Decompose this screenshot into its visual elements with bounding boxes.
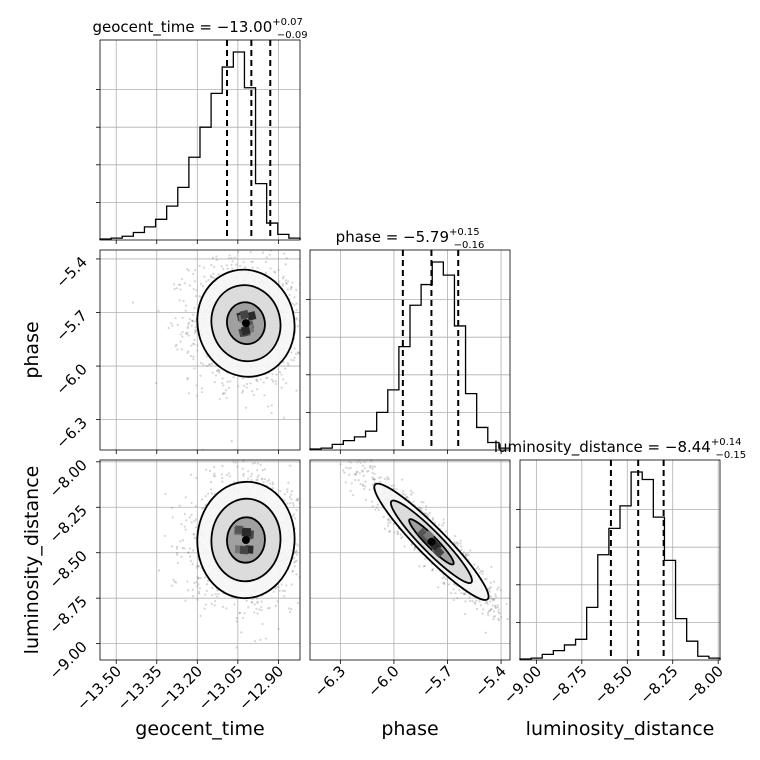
title-prefix: geocent_time = [92,18,216,37]
density-contours-geocent_time-luminosity_distance [196,480,296,600]
y-tick-label: −5.7 [52,307,90,345]
x-tick-label: −12.90 [235,662,287,714]
density-contours-phase-luminosity_distance [373,482,490,601]
y-axis-label-luminosity_distance: luminosity_distance [21,466,43,655]
x-tick-label: −8.50 [591,662,636,707]
y-tick-labels-luminosity_distance: −9.00−8.75−8.50−8.25−8.00 [46,456,91,683]
x-tick-label: −5.7 [418,662,456,700]
x-tick-label: −8.75 [545,662,590,707]
grid-hist-phase [310,250,510,450]
y-axis-label-phase: phase [21,321,43,378]
hist-step-luminosity_distance [519,471,721,660]
title-minus: −0.16 [454,240,485,251]
title-prefix: phase = [336,228,403,246]
y-tick-label: −6.0 [52,360,90,398]
hist-frame-phase [309,249,511,451]
title-minus: −0.15 [716,450,747,461]
y-tick-label: −8.50 [46,547,91,592]
x-tick-labels-luminosity_distance: −9.00 −8.75 −8.50 −8.25 −8.00 [500,662,727,707]
panel-geocent_time-vs-phase [96,249,301,454]
x-tick-label: −6.3 [311,662,349,700]
hist-frame-geocent_time [99,39,301,241]
x-tick-labels-phase: −6.3 −6.0 −5.7 −5.4 [311,662,510,700]
hist-panel-geocent_time: geocent_time = −13.00+0.07 −0.09 [92,17,308,244]
hist-step-phase [309,261,511,450]
title-plus: +0.15 [449,227,480,238]
title-median: −8.44 [665,438,711,456]
y-tick-label: −5.4 [52,253,90,291]
x-axis-label-phase: phase [381,718,438,740]
title-median: −5.79 [403,228,449,246]
y-tick-label: −9.00 [46,638,91,683]
hist-frame-luminosity_distance [519,459,721,661]
hist-title-geocent_time: geocent_time = −13.00+0.07 −0.09 [92,17,307,41]
y-tick-label: −8.25 [46,501,91,546]
x-tick-label: −8.25 [636,662,681,707]
x-tick-label: −8.00 [682,662,727,707]
title-median: −13.00 [217,18,273,36]
y-tick-label: −8.00 [46,456,91,501]
density-peak [241,536,250,544]
x-tick-label: −9.00 [500,662,545,707]
grid-hist-luminosity_distance [520,460,720,660]
x-tick-labels-geocent_time: −13.50−13.35−13.20−13.05−12.90 [73,662,287,714]
density-contours-geocent_time-phase [196,268,296,378]
x-axis-label-geocent_time: geocent_time [135,718,264,740]
hist-panel-phase: phase = −5.79+0.15 −0.16 [306,227,511,454]
title-prefix: luminosity_distance = [494,438,665,457]
title-plus: +0.14 [711,437,742,448]
panel-geocent_time-vs-luminosity_distance [96,459,301,664]
hist-title-luminosity_distance: luminosity_distance = −8.44+0.14 −0.15 [494,437,746,461]
hist-title-phase: phase = −5.79+0.15 −0.16 [336,227,485,251]
panel-phase-vs-luminosity_distance [309,459,511,664]
y-tick-label: −6.3 [52,414,90,452]
density-peak [427,537,436,546]
title-minus: −0.09 [277,30,308,41]
hist-panel-luminosity_distance: luminosity_distance = −8.44+0.14 −0.15 [494,437,746,664]
density-peak [241,319,250,328]
x-axis-label-luminosity_distance: luminosity_distance [526,718,715,740]
grid-phase-luminosity_distance [310,460,510,660]
hist-step-geocent_time [99,51,301,240]
title-plus: +0.07 [272,17,303,28]
x-tick-label: −6.0 [364,662,402,700]
grid-hist-geocent_time [100,40,300,240]
y-tick-label: −8.75 [46,592,91,637]
y-tick-labels-phase: −6.3 −6.0 −5.7 −5.4 [52,253,90,452]
